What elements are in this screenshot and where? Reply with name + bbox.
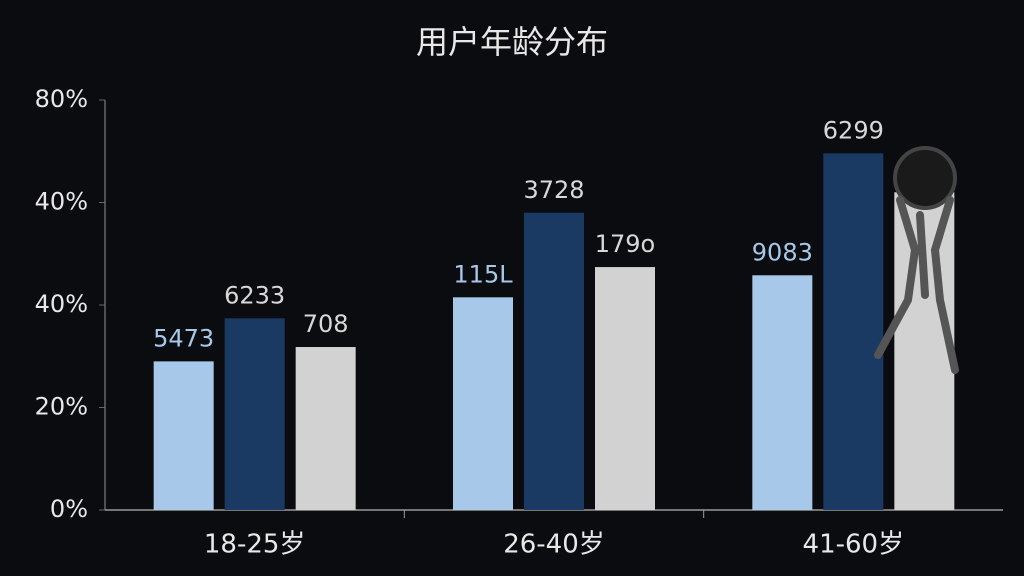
bar [295,347,356,510]
data-label: 115L [453,260,513,288]
y-tick-label: 80% [35,85,88,113]
x-tick-label: 41-60岁 [803,530,905,560]
data-label: 6299 [823,116,884,144]
bar [224,318,285,510]
bar [453,297,513,510]
x-tick-label: 18-25岁 [204,530,306,560]
bar [752,275,813,510]
data-label: 5473 [153,324,214,352]
figure-body [874,196,959,374]
bar [823,153,884,511]
x-tick-label: 26-40岁 [503,530,605,560]
bar [524,212,584,510]
y-tick-label: 0% [50,495,88,523]
bars [153,153,955,511]
data-label: 179o [595,230,656,258]
y-tick-label: 20% [35,393,88,421]
figure [874,146,959,374]
bar [153,361,214,510]
figure-head [893,146,957,210]
y-tick-label: 40% [35,188,88,216]
chart-title: 用户年龄分布 [416,23,608,61]
bar [595,267,655,510]
data-label: 708 [303,310,349,338]
data-label: 9083 [752,238,813,266]
y-tick-label: 40% [35,290,88,318]
data-label: 3728 [523,176,584,204]
data-label: 6233 [224,281,285,309]
